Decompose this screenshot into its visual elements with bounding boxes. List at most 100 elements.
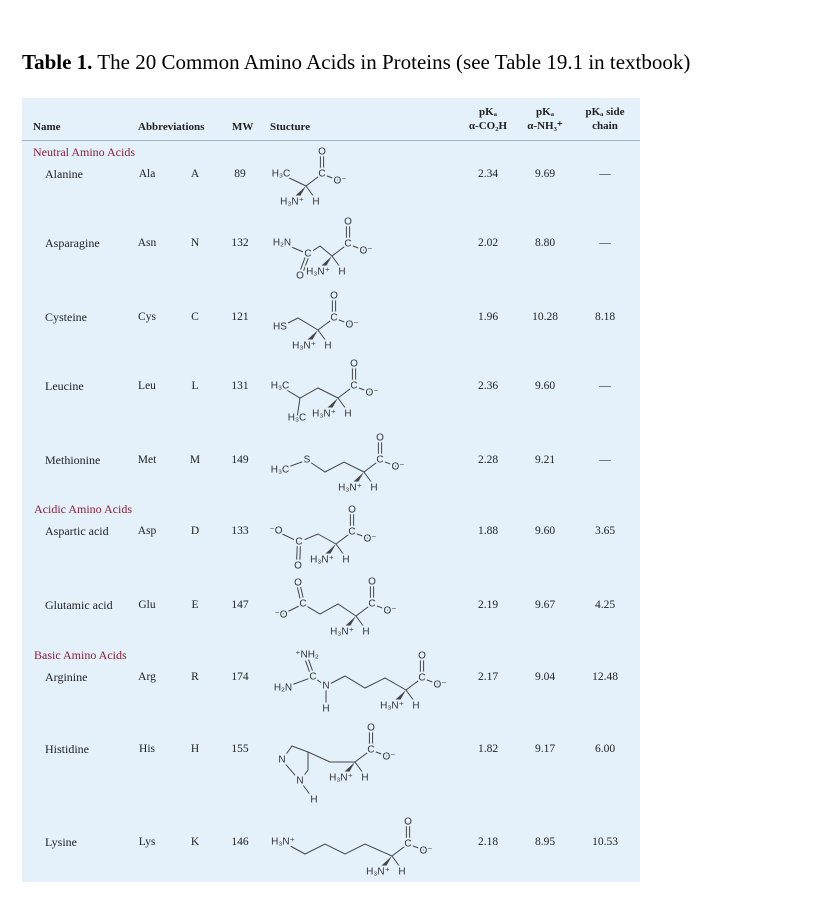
double-bond (308, 659, 315, 677)
atom-label: ⁻O (274, 610, 287, 621)
header-rule (22, 140, 640, 141)
pka-amino: 9.69 (534, 168, 556, 180)
atom-label: O (330, 291, 338, 302)
one-letter-code: R (191, 671, 199, 683)
atom-label: O⁻ (345, 320, 358, 331)
amino-acid-name: Asparagine (45, 236, 100, 250)
bond (279, 385, 339, 399)
one-letter-code: E (191, 599, 199, 611)
wedge-bond (395, 690, 406, 702)
atom-label: H₃C (288, 413, 307, 424)
bond (317, 329, 327, 342)
one-letter-code: M (189, 454, 201, 466)
double-bond (301, 254, 310, 277)
bond (280, 603, 357, 617)
bond (305, 185, 315, 198)
pka-side-chain: 8.18 (594, 311, 616, 323)
one-letter-code: A (190, 168, 200, 180)
three-letter-code: Cys (138, 311, 156, 323)
atom-label: O (296, 271, 304, 282)
atom-label: H (344, 409, 351, 420)
group-heading: Basic Amino Acids (34, 648, 127, 662)
one-letter-code: C (191, 311, 199, 323)
atom-label: H (312, 197, 319, 208)
pka-side-chain: — (599, 168, 611, 180)
atom-label: O (294, 561, 302, 572)
atom-label: O (368, 577, 376, 588)
atom-label: H₃C (271, 381, 290, 392)
double-bond (305, 660, 312, 678)
atom-label: ⁻O (269, 526, 282, 537)
bond (281, 242, 333, 257)
three-letter-code: Met (137, 454, 157, 466)
atom-label: O⁻ (383, 606, 396, 617)
bond (363, 471, 373, 484)
atom-label: H₂N (273, 238, 291, 249)
atom-label: H₃N⁺ (380, 701, 404, 712)
title-label: Table 1. (22, 50, 93, 74)
atom-label: O (344, 217, 352, 228)
atom-label: H (362, 627, 369, 638)
atom-label: H₃N⁺ (312, 409, 336, 420)
double-bond (298, 253, 307, 276)
amino-acid-name: Lysine (45, 835, 77, 849)
pka-carboxyl: 1.88 (477, 525, 499, 537)
molecular-weight: 147 (231, 599, 249, 611)
molecular-weight: 133 (231, 525, 249, 537)
atom-label: H₃N⁺ (310, 555, 334, 566)
wedge-bond (321, 256, 332, 268)
atom-label: H (310, 795, 317, 806)
bond (279, 317, 319, 331)
atom-label: O (404, 817, 412, 828)
pka-amino: 9.60 (534, 525, 556, 537)
three-letter-code: Ala (138, 168, 156, 180)
atom-label: C (344, 239, 351, 250)
pka-side-chain: 3.65 (594, 525, 616, 537)
bond (282, 841, 393, 857)
amino-acid-name: Arginine (45, 670, 88, 684)
pka-carboxyl: 2.02 (477, 237, 499, 249)
amino-acid-name: Alanine (45, 167, 83, 181)
pka-carboxyl: 2.18 (477, 836, 499, 848)
atom-label: H (398, 867, 405, 878)
pka-amino: 10.28 (532, 311, 558, 323)
double-bond (295, 541, 298, 566)
bond (275, 530, 337, 545)
molecular-weight: 131 (231, 380, 249, 392)
atom-label: O⁻ (419, 846, 432, 857)
bond (405, 677, 441, 691)
column-header: chain (592, 120, 618, 132)
atom-label: ⁺NH₂ (295, 650, 319, 661)
atom-label: H₃C (271, 465, 290, 476)
atom-label: H₃N⁺ (366, 867, 390, 878)
atom-label: H₃N⁺ (280, 197, 304, 208)
atom-label: O (376, 433, 384, 444)
wedge-bond (325, 544, 336, 556)
bond (307, 751, 355, 763)
atom-label: O (367, 723, 375, 734)
column-header: Stucture (270, 121, 311, 133)
three-letter-code: Arg (138, 671, 156, 683)
pka-side-chain: 6.00 (594, 743, 616, 755)
molecular-weight: 89 (234, 168, 246, 180)
bond (354, 761, 364, 774)
pka-amino: 8.95 (534, 836, 556, 848)
atom-label: H₃N⁺ (306, 267, 330, 278)
bond (317, 317, 353, 331)
atom-label: H (342, 555, 349, 566)
amino-acid-name: Leucine (45, 379, 84, 393)
bond (296, 397, 301, 419)
column-header: α-CO₂H (468, 120, 508, 132)
atom-label: S (304, 455, 311, 466)
wedge-bond (295, 186, 306, 198)
three-letter-code: His (139, 743, 155, 755)
atom-label: O⁻ (382, 752, 395, 763)
atom-label: O⁻ (433, 680, 446, 691)
pka-carboxyl: 2.19 (477, 599, 499, 611)
molecular-weight: 174 (231, 671, 249, 683)
pka-amino: 9.21 (534, 454, 556, 466)
pka-amino: 8.80 (534, 237, 556, 249)
one-letter-code: K (190, 836, 200, 848)
atom-label: H (324, 341, 331, 352)
